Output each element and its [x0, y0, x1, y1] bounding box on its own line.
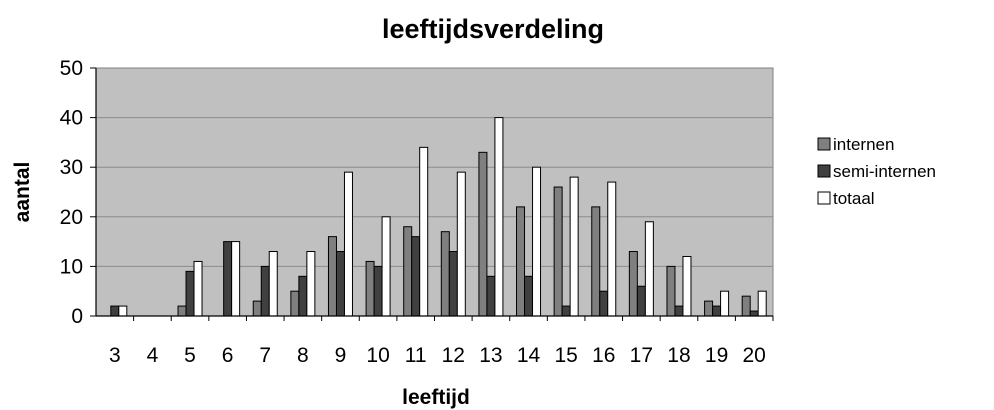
bar-semi-internen-12 [448, 251, 458, 317]
legend-label-semi-internen: semi-internen [833, 162, 936, 181]
x-tick-label: 8 [297, 344, 309, 367]
y-tick-label: 30 [60, 156, 83, 179]
bar-internen-19 [704, 300, 714, 317]
bar-internen-20 [741, 295, 751, 317]
x-tick-label: 7 [259, 344, 271, 367]
bar-internen-13 [478, 151, 488, 317]
bar-totaal-15 [569, 176, 579, 317]
x-tick-label: 19 [705, 344, 728, 367]
bar-internen-7 [252, 300, 262, 317]
bar-internen-14 [516, 206, 526, 317]
bar-internen-10 [365, 260, 375, 317]
bar-totaal-12 [456, 171, 466, 317]
bar-semi-internen-5 [185, 270, 195, 317]
legend: internen semi-internen totaal [810, 130, 990, 220]
bar-semi-internen-14 [524, 275, 534, 317]
bar-totaal-9 [343, 171, 353, 317]
bar-semi-internen-6 [223, 241, 233, 317]
bar-totaal-17 [644, 221, 654, 317]
x-tick-label: 4 [147, 344, 159, 367]
legend-label-internen: internen [833, 135, 894, 154]
bar-totaal-8 [306, 251, 316, 317]
x-axis-ticks: 3 4 5 6 7 8 9 10 11 12 13 14 15 16 17 18 19 20 [109, 316, 774, 367]
bar-semi-internen-17 [636, 285, 646, 317]
y-tick-label: 40 [60, 107, 83, 130]
gridlines [96, 117, 773, 267]
bar-semi-internen-9 [335, 251, 345, 317]
bar-totaal-11 [419, 146, 429, 317]
y-axis-title: aantal [11, 162, 34, 223]
bar-totaal-13 [494, 117, 504, 317]
bar-internen-11 [403, 226, 413, 317]
legend-swatch-semi-internen [817, 164, 831, 178]
x-tick-label: 6 [222, 344, 234, 367]
bar-semi-internen-8 [298, 275, 308, 317]
bar-semi-internen-16 [599, 290, 609, 317]
bar-totaal-7 [268, 251, 278, 317]
bar-internen-8 [290, 290, 300, 317]
bar-totaal-6 [231, 241, 241, 317]
x-axis-title: leeftijd [402, 386, 470, 409]
x-tick-label: 9 [335, 344, 347, 367]
legend-swatch-totaal [817, 191, 831, 205]
bar-totaal-3 [118, 305, 128, 317]
bar-semi-internen-18 [674, 305, 684, 317]
bar-totaal-19 [720, 290, 730, 317]
bar-internen-12 [440, 231, 450, 317]
legend-label-totaal: totaal [833, 189, 875, 208]
bar-internen-17 [628, 251, 638, 317]
x-tick-label: 11 [405, 344, 427, 367]
x-tick-label: 5 [184, 344, 196, 367]
bar-totaal-5 [193, 260, 203, 317]
bar-totaal-10 [381, 216, 391, 317]
x-tick-label: 16 [592, 344, 615, 367]
bar-semi-internen-20 [749, 310, 759, 317]
bar-totaal-16 [607, 181, 617, 317]
bar-semi-internen-7 [260, 265, 270, 317]
bar-internen-18 [666, 265, 676, 317]
bar-internen-16 [591, 206, 601, 317]
x-tick-label: 3 [109, 344, 121, 367]
legend-swatch-internen [817, 137, 831, 151]
bar-internen-5 [177, 305, 187, 317]
legend-box [810, 130, 990, 220]
y-tick-label: 20 [60, 206, 83, 229]
bar-totaal-14 [532, 166, 542, 317]
x-tick-label: 20 [743, 344, 766, 367]
bar-semi-internen-15 [561, 305, 571, 317]
plot-area [95, 67, 774, 317]
x-tick-label: 13 [479, 344, 502, 367]
x-tick-label: 10 [366, 344, 389, 367]
chart-title: leeftijdsverdeling [382, 14, 604, 44]
bar-semi-internen-11 [411, 236, 421, 317]
bar-semi-internen-3 [110, 305, 120, 317]
x-tick-label: 12 [442, 344, 465, 367]
y-tick-label: 0 [71, 305, 83, 328]
x-tick-label: 18 [667, 344, 690, 367]
bars [110, 117, 767, 317]
bar-totaal-20 [757, 290, 767, 317]
y-tick-label: 50 [60, 57, 83, 80]
bar-semi-internen-13 [486, 275, 496, 317]
x-tick-label: 14 [517, 344, 541, 367]
bar-internen-15 [553, 186, 563, 317]
bar-semi-internen-19 [712, 305, 722, 317]
y-axis-ticks: 0 10 20 30 40 50 [60, 57, 96, 328]
bar-semi-internen-10 [373, 265, 383, 317]
y-tick-label: 10 [60, 255, 83, 278]
bar-totaal-18 [682, 255, 692, 317]
x-tick-label: 15 [554, 344, 577, 367]
x-tick-label: 17 [630, 344, 653, 367]
bar-internen-9 [327, 236, 337, 317]
